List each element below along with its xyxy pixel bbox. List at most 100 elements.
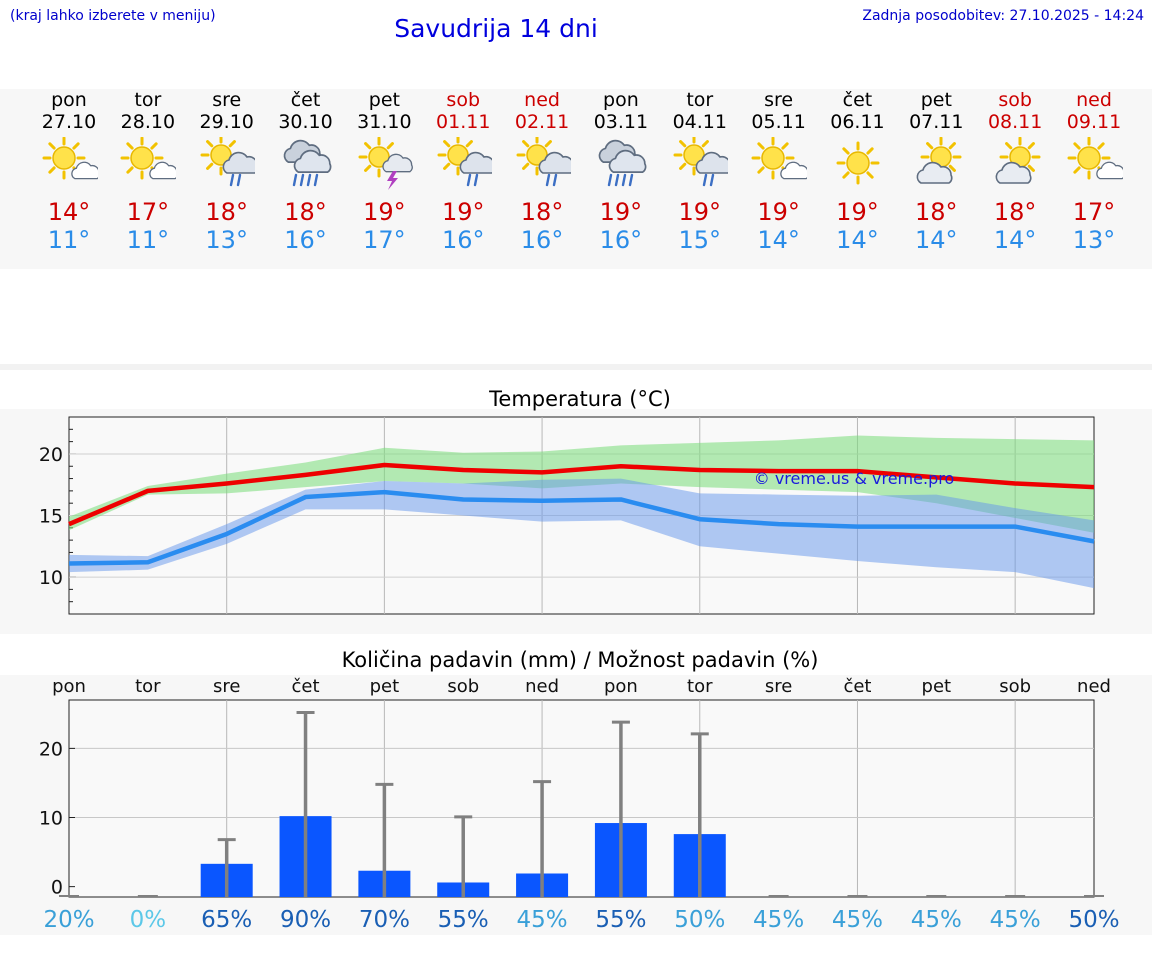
sun-cloud-icon — [751, 136, 810, 195]
temperature-chart: 10 15 20 © vreme.us & vreme.pro — [39, 416, 1095, 615]
x-category-label: pon — [604, 676, 638, 697]
y-tick-label: 0 — [51, 877, 63, 899]
day-date: 28.10 — [120, 111, 176, 133]
precipitation-probability: 45% — [753, 907, 804, 933]
precipitation-probability: 50% — [674, 907, 725, 933]
precipitation-probability: 90% — [280, 907, 331, 933]
temp-min: 16° — [441, 226, 485, 254]
temp-max: 19° — [363, 198, 406, 226]
precipitation-probability: 45% — [832, 907, 883, 933]
cloud-sun-icon — [988, 136, 1044, 195]
day-name: ned — [1076, 89, 1112, 111]
precipitation-probability: 55% — [438, 907, 489, 933]
temp-max: 18° — [205, 198, 248, 226]
page-title: Savudrija 14 dni — [394, 14, 598, 43]
temp-min: 13° — [205, 226, 248, 254]
temp-max: 18° — [993, 198, 1037, 226]
last-update: Zadnja posodobitev: 27.10.2025 - 14:24 — [862, 8, 1144, 24]
temp-min: 11° — [126, 226, 170, 254]
precipitation-probability: 50% — [1068, 907, 1119, 933]
temp-max: 19° — [599, 198, 643, 226]
day-name: tor — [134, 89, 162, 111]
temp-max: 18° — [284, 198, 327, 226]
sun-rain-icon — [436, 134, 496, 195]
daily-forecast: pon 27.10 14° 11° tor 28.10 17° 11° sre 29.10 1… — [0, 89, 1152, 269]
day-card: ned 02.11 18° 16° — [503, 89, 582, 254]
temp-max: 19° — [836, 198, 879, 226]
temp-min: 16° — [284, 226, 327, 254]
rain-cloud-icon — [278, 137, 334, 195]
day-card: sre 29.10 18° 13° — [187, 89, 266, 254]
y-tick-label: 10 — [39, 808, 63, 830]
temp-min: 16° — [599, 226, 643, 254]
temp-min: 14° — [757, 226, 800, 254]
day-card: pet 07.11 18° 14° — [897, 89, 976, 254]
temp-max: 17° — [1072, 198, 1116, 226]
x-category-label: ned — [1077, 676, 1111, 697]
day-date: 08.11 — [987, 111, 1043, 133]
day-name: čet — [842, 89, 873, 111]
day-name: pon — [51, 89, 87, 111]
y-tick-label: 15 — [39, 506, 63, 528]
day-name: tor — [686, 89, 714, 111]
precipitation-chart-title: Količina padavin (mm) / Možnost padavin … — [341, 648, 819, 672]
sun-rain-icon — [199, 134, 259, 195]
y-tick-label: 20 — [39, 444, 63, 466]
sun-icon — [830, 137, 886, 195]
day-date: 30.10 — [278, 111, 333, 133]
x-category-label: sre — [213, 676, 240, 697]
day-date: 04.11 — [672, 111, 727, 133]
x-category-label: pet — [922, 676, 952, 697]
rain-cloud-icon — [593, 137, 649, 195]
sun-rain-icon — [515, 134, 575, 195]
day-card: tor 28.10 17° 11° — [108, 89, 187, 254]
day-date: 06.11 — [830, 111, 885, 133]
day-name: pet — [368, 89, 400, 111]
day-name: pon — [603, 89, 639, 111]
day-card: čet 06.11 19° 14° — [818, 89, 897, 254]
day-name: sre — [212, 89, 242, 111]
x-category-label: sob — [447, 676, 479, 697]
precipitation-probability: 45% — [911, 907, 962, 933]
day-card: sob 01.11 19° 16° — [424, 89, 503, 254]
precipitation-probability: 45% — [517, 907, 568, 933]
day-card: čet 30.10 18° 16° — [266, 89, 345, 254]
day-name: sob — [446, 89, 481, 111]
temp-min: 14° — [993, 226, 1037, 254]
sun-rain-icon — [672, 134, 732, 195]
day-card: ned 09.11 17° 13° — [1055, 89, 1134, 254]
sun-cloud-icon — [1067, 136, 1125, 195]
temp-min: 16° — [520, 226, 564, 254]
sun-thunder-icon — [357, 136, 413, 195]
day-name: pet — [920, 89, 952, 111]
temp-min: 14° — [836, 226, 879, 254]
day-name: čet — [290, 89, 321, 111]
precipitation-probability: 20% — [43, 907, 94, 933]
temp-min: 15° — [678, 226, 722, 254]
day-date: 01.11 — [436, 111, 491, 133]
day-date: 03.11 — [593, 111, 649, 133]
day-date: 05.11 — [751, 111, 806, 133]
temp-min: 17° — [363, 226, 406, 254]
x-category-label: ned — [525, 676, 559, 697]
day-name: sre — [764, 89, 794, 111]
sun-cloud-icon — [120, 136, 179, 195]
cloud-sun-icon — [909, 136, 965, 195]
temp-max: 18° — [915, 198, 958, 226]
temp-max: 19° — [678, 198, 722, 226]
day-card: tor 04.11 19° 15° — [660, 89, 739, 254]
day-name: sob — [998, 89, 1032, 111]
day-card: pon 27.10 14° 11° — [30, 89, 109, 254]
temp-max: 17° — [126, 198, 170, 226]
x-category-label: sob — [999, 676, 1031, 697]
x-category-label: čet — [843, 676, 871, 697]
temperature-chart-title: Temperatura (°C) — [489, 387, 671, 411]
x-category-label: pet — [370, 676, 400, 697]
temp-min: 13° — [1072, 226, 1116, 254]
precipitation-chart: 0 10 20 pon tor sre čet pet sob ned pon tor sre čet pe… — [39, 676, 1120, 933]
x-category-label: pon — [52, 676, 86, 697]
day-date: 09.11 — [1066, 111, 1122, 133]
temp-max: 19° — [757, 198, 800, 226]
day-name: ned — [524, 89, 560, 111]
precipitation-probability: 0% — [130, 907, 167, 933]
